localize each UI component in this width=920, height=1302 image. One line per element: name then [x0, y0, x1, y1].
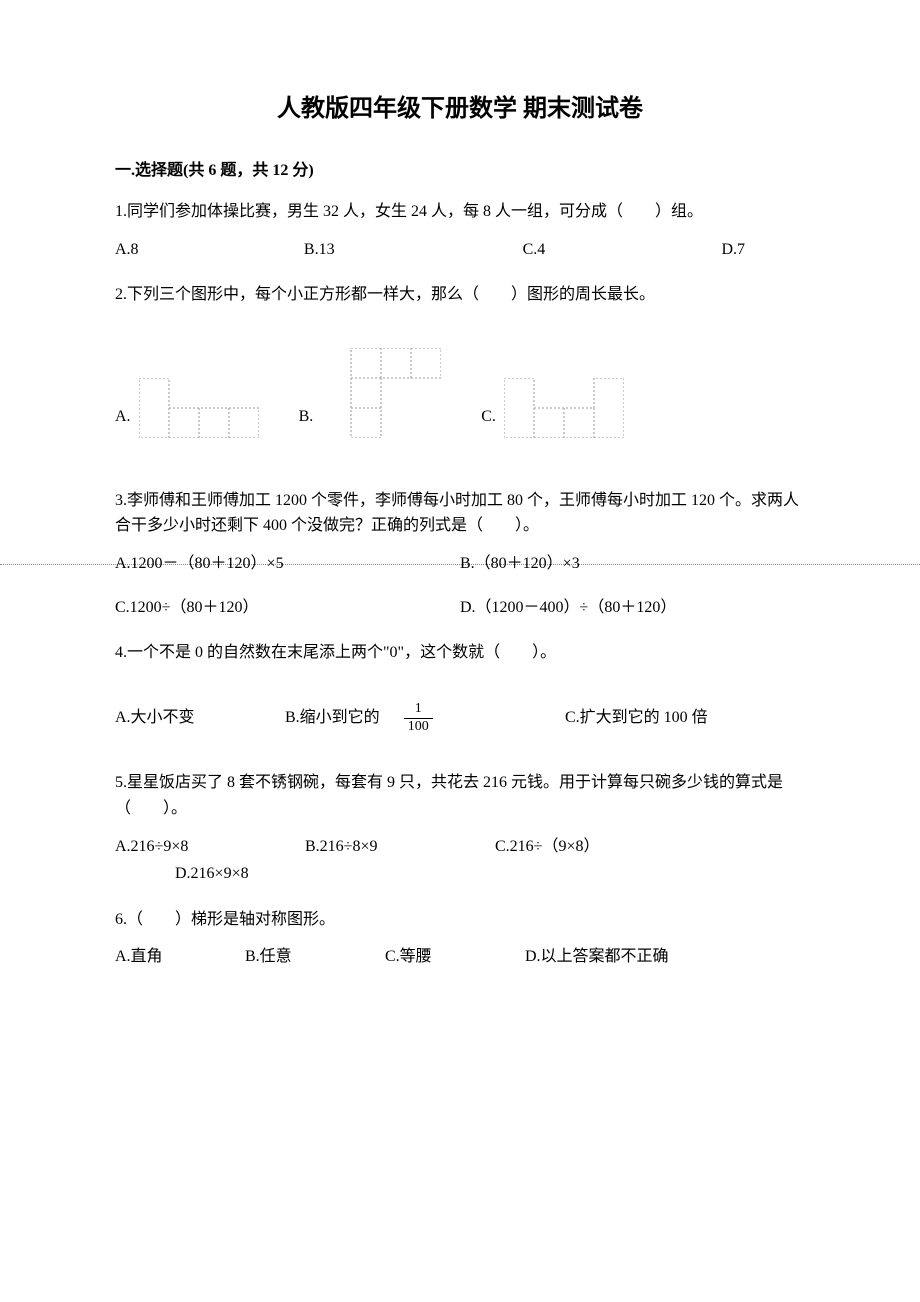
question-text: 3.李师傅和王师傅加工 1200 个零件，李师傅每小时加工 80 个，王师傅每小…	[115, 488, 805, 539]
shape-c-icon	[504, 378, 624, 438]
option-b-prefix: B.缩小到它的	[285, 705, 380, 731]
option-b: B.13	[304, 237, 463, 263]
option-d: D.（1200－400）÷（80＋120）	[460, 595, 805, 621]
question-6: 6.（ ）梯形是轴对称图形。 A.直角 B.任意 C.等腰 D.以上答案都不正确	[115, 907, 805, 970]
page-title: 人教版四年级下册数学 期末测试卷	[115, 90, 805, 128]
options-row: A.8 B.13 C.4 D.7	[115, 237, 805, 263]
question-text: 2.下列三个图形中，每个小正方形都一样大，那么（ ）图形的周长最长。	[115, 282, 805, 308]
option-b: B.任意	[245, 944, 385, 970]
option-c: C.216÷（9×8）	[495, 834, 599, 860]
question-3: 3.李师傅和王师傅加工 1200 个零件，李师傅每小时加工 80 个，王师傅每小…	[115, 488, 805, 620]
options-row: A.直角 B.任意 C.等腰 D.以上答案都不正确	[115, 944, 805, 970]
option-a: A.大小不变	[115, 705, 285, 731]
option-c: C.1200÷（80＋120）	[115, 595, 460, 621]
option-b: B.216÷8×9	[305, 834, 495, 860]
fraction-denominator: 100	[404, 719, 433, 736]
option-a-label: A.	[115, 404, 131, 438]
question-5: 5.星星饭店买了 8 套不锈钢碗，每套有 9 只，共花去 216 元钱。用于计算…	[115, 770, 805, 886]
options-row: A.1200－（80＋120）×5 B.（80＋120）×3	[115, 551, 805, 577]
question-2: 2.下列三个图形中，每个小正方形都一样大，那么（ ）图形的周长最长。 A. B.…	[115, 282, 805, 438]
option-c: C.扩大到它的 100 倍	[565, 705, 708, 731]
question-text: 1.同学们参加体操比赛，男生 32 人，女生 24 人，每 8 人一组，可分成（…	[115, 199, 805, 225]
question-text: 5.星星饭店买了 8 套不锈钢碗，每套有 9 只，共花去 216 元钱。用于计算…	[115, 770, 805, 821]
option-b-label: B.	[299, 404, 314, 438]
option-c-label: C.	[481, 404, 496, 438]
question-text: 4.一个不是 0 的自然数在末尾添上两个"0"，这个数就（ ）。	[115, 640, 805, 666]
options-row: C.1200÷（80＋120） D.（1200－400）÷（80＋120）	[115, 595, 805, 621]
option-a: A.8	[115, 237, 244, 263]
option-d: D.以上答案都不正确	[525, 944, 669, 970]
options-row: A.216÷9×8 B.216÷8×9 C.216÷（9×8）	[115, 834, 805, 860]
option-d: D.7	[721, 237, 745, 263]
shape-options: A. B. C.	[115, 348, 805, 438]
option-b: B.（80＋120）×3	[460, 551, 805, 577]
shape-b-icon	[321, 348, 441, 438]
fraction-numerator: 1	[404, 701, 433, 719]
shape-a-icon	[139, 378, 259, 438]
options-row: A.大小不变 B.缩小到它的 1 100 C.扩大到它的 100 倍	[115, 701, 805, 736]
option-b: B.缩小到它的 1 100	[285, 701, 505, 736]
option-d: D.216×9×8	[175, 865, 249, 882]
option-a: A.216÷9×8	[115, 834, 305, 860]
fraction-icon: 1 100	[400, 701, 437, 736]
option-a: A.直角	[115, 944, 245, 970]
option-a: A.1200－（80＋120）×5	[115, 551, 460, 577]
question-1: 1.同学们参加体操比赛，男生 32 人，女生 24 人，每 8 人一组，可分成（…	[115, 199, 805, 262]
section-header: 一.选择题(共 6 题，共 12 分)	[115, 158, 805, 184]
option-c: C.等腰	[385, 944, 525, 970]
option-c: C.4	[523, 237, 662, 263]
question-4: 4.一个不是 0 的自然数在末尾添上两个"0"，这个数就（ ）。 A.大小不变 …	[115, 640, 805, 735]
question-text: 6.（ ）梯形是轴对称图形。	[115, 907, 805, 933]
options-row-2: D.216×9×8	[115, 861, 805, 887]
